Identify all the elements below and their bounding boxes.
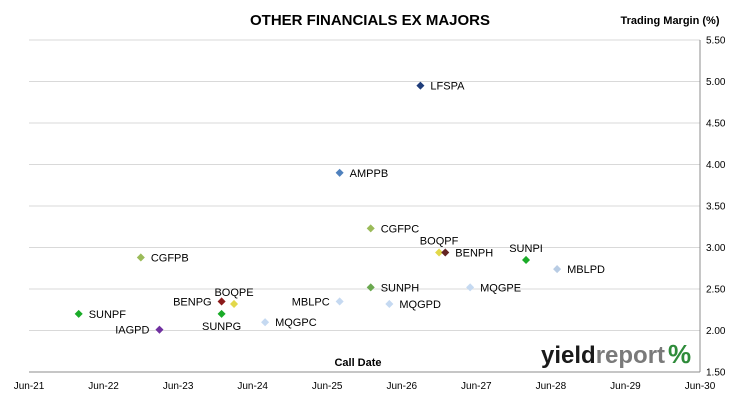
y-tick-label: 2.50 [706,285,726,296]
data-point-cgfpc: CGFPC [366,223,420,235]
data-point-mqgpc: MQGPC [261,317,317,329]
chart-title: OTHER FINANCIALS EX MAJORS [250,12,490,29]
data-point-iagpd: IAGPD [115,325,164,337]
point-marker [435,248,444,257]
point-marker [217,309,226,318]
y-tick-label: 1.50 [706,368,726,379]
point-label: SUNPG [202,321,241,333]
x-tick-label: Jun-26 [386,381,417,392]
point-label: BENPG [173,296,212,308]
y-tick-label: 2.00 [706,326,726,337]
point-marker [335,297,344,306]
data-point-mblpd: MBLPD [553,264,605,276]
y-tick-labels: 1.50 2.00 2.50 3.00 3.50 4.00 4.50 5.00 5.50 [706,36,726,379]
point-label: MQGPE [480,282,521,294]
point-label: SUNPI [509,243,543,255]
point-marker [217,297,226,306]
point-label: MQGPC [275,317,317,329]
data-point-benph: BENPH [441,247,493,259]
logo-text-yield: yield [541,342,596,369]
x-tick-label: Jun-24 [237,381,268,392]
point-marker [466,283,475,292]
point-marker [335,168,344,177]
data-point-benpg: BENPG [173,296,226,308]
point-marker [385,299,394,308]
svg-text:yieldreport%: yieldreport% [541,339,691,369]
data-point-sunpf: SUNPF [74,309,127,321]
gridlines [29,39,700,331]
x-tick-label: Jun-28 [536,381,567,392]
y-tick-label: 4.50 [706,119,726,130]
point-marker [522,255,531,264]
data-point-cgfpb: CGFPB [136,252,189,264]
point-marker [230,299,239,308]
x-tick-label: Jun-23 [163,381,194,392]
point-marker [261,318,270,327]
point-label: BENPH [455,247,493,259]
point-label: SUNPH [381,282,420,294]
point-marker [441,248,450,257]
point-label: LFSPA [430,81,465,93]
point-marker [366,283,375,292]
data-point-sunph: SUNPH [366,282,420,294]
x-tick-label: Jun-27 [461,381,492,392]
point-marker [155,325,164,334]
y-tick-label: 4.00 [706,160,726,171]
point-label: CGFPC [381,223,420,235]
point-label: CGFPB [151,252,189,264]
data-point-mblpc: MBLPC [292,296,344,308]
logo-text-report: report [596,342,665,369]
y-tick-label: 3.50 [706,202,726,213]
point-marker [74,309,83,318]
x-tick-label: Jun-22 [88,381,119,392]
x-tick-label: Jun-30 [685,381,716,392]
logo-percent-sign: % [668,339,691,369]
point-label: BOQPE [214,287,253,299]
x-axis-title: Call Date [334,357,381,369]
data-point-sunpg: SUNPG [202,309,241,333]
y-tick-label: 5.50 [706,36,726,47]
y-tick-label: 5.00 [706,77,726,88]
data-point-mqgpe: MQGPE [466,282,521,294]
x-tick-label: Jun-25 [312,381,343,392]
y-tick-label: 3.00 [706,243,726,254]
point-label: BOQPF [420,235,459,247]
point-label: IAGPD [115,325,149,337]
point-label: AMPPB [350,168,389,180]
point-label: MBLPD [567,264,605,276]
data-point-lfspa: LFSPA [416,81,465,93]
y-axis-title: Trading Margin (%) [621,15,720,27]
data-point-amppb: AMPPB [335,168,389,180]
point-marker [366,224,375,233]
point-marker [416,81,425,90]
point-label: MQGPD [399,299,441,311]
data-point-mqgpd: MQGPD [385,299,441,311]
point-label: MBLPC [292,296,330,308]
data-point-sunpi: SUNPI [509,243,543,264]
data-point-boqpf: BOQPF [420,235,459,257]
x-tick-label: Jun-29 [610,381,641,392]
x-tick-labels: Jun-21 Jun-22 Jun-23 Jun-24 Jun-25 Jun-26 Jun-… [14,381,716,392]
yieldreport-logo: yieldreport% [541,339,691,369]
point-marker [553,265,562,274]
point-label: SUNPF [89,309,127,321]
x-tick-label: Jun-21 [14,381,45,392]
data-point-boqpe: BOQPE [214,287,254,308]
point-marker [136,253,145,262]
